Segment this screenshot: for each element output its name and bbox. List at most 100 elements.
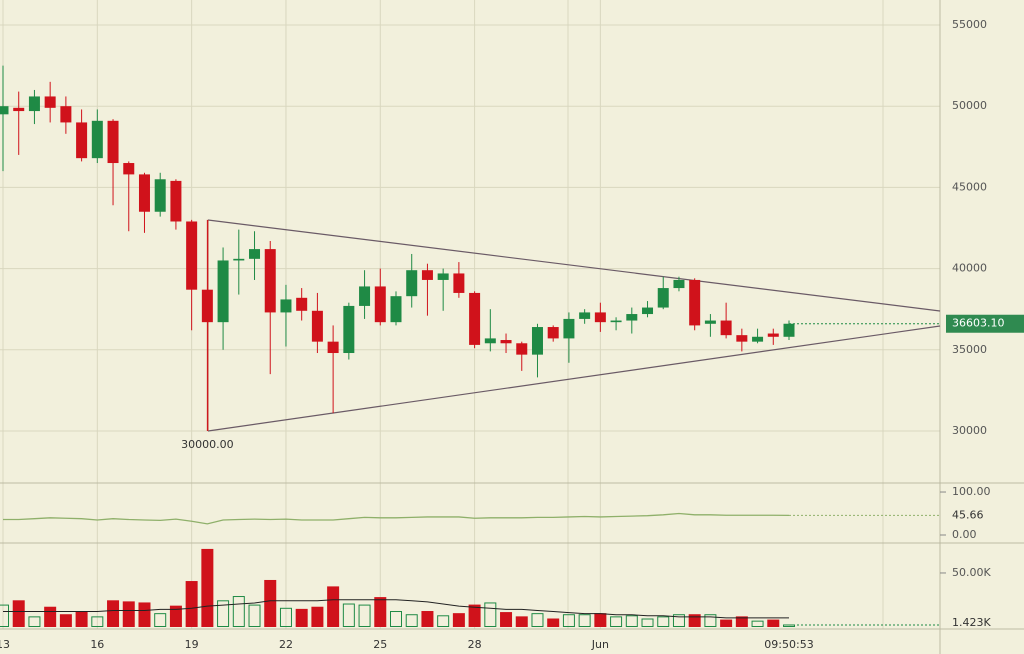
volume-bar <box>91 616 104 627</box>
trendline <box>207 219 941 312</box>
y-tick-label: 45000 <box>952 180 987 193</box>
y-tick-label: 35000 <box>952 343 987 356</box>
volume-bar <box>657 616 670 627</box>
x-tick-label: 13 <box>0 638 10 651</box>
volume-bar <box>44 606 57 628</box>
candle-body <box>280 299 292 313</box>
candle-body <box>60 106 72 123</box>
volume-bar <box>12 600 25 628</box>
volume-bar <box>107 600 120 628</box>
volume-bar <box>374 597 387 627</box>
x-tick-label: 28 <box>468 638 482 651</box>
volume-bar <box>735 616 748 627</box>
candle-body <box>547 327 559 339</box>
candle-body <box>233 258 245 261</box>
candle-body <box>170 180 182 222</box>
candle-body <box>28 96 40 112</box>
volume-bar <box>421 611 434 628</box>
volume-bar <box>0 604 9 628</box>
candle-body <box>469 292 481 345</box>
candle-body <box>264 249 276 313</box>
volume-bar <box>751 620 764 627</box>
candle-body <box>311 310 323 342</box>
candle-body <box>201 289 213 323</box>
candle-body <box>123 163 135 175</box>
candle-body <box>563 318 575 339</box>
candle-body <box>44 96 56 108</box>
volume-bar <box>688 614 701 627</box>
candle-body <box>390 296 402 323</box>
y-tick-label: 100.00 <box>952 485 991 498</box>
volume-bar <box>154 613 167 627</box>
y-tick-label: 55000 <box>952 18 987 31</box>
volume-bar <box>311 606 324 628</box>
candle-body <box>594 312 606 323</box>
candle-body <box>689 279 701 326</box>
candle-body <box>531 327 543 355</box>
candle-body <box>186 221 198 290</box>
volume-bar <box>562 614 575 627</box>
volume-bar <box>185 581 198 628</box>
candle-body <box>91 120 103 159</box>
candle-body <box>217 260 229 323</box>
volume-bar <box>122 601 135 627</box>
candle-body <box>736 335 748 342</box>
x-tick-label: 16 <box>90 638 104 651</box>
trendline <box>207 325 941 432</box>
candle-body <box>343 305 355 354</box>
candle-body <box>642 307 654 315</box>
candle-body <box>13 107 25 112</box>
volume-bar <box>75 611 88 628</box>
candle-body <box>704 320 716 324</box>
low-annotation: 30000.00 <box>181 438 234 451</box>
candle-body <box>783 323 795 337</box>
candle-body <box>437 273 449 280</box>
y-tick-label: 30000 <box>952 424 987 437</box>
volume-bar <box>672 614 685 627</box>
volume-bar <box>547 618 560 628</box>
candle-body <box>296 297 308 311</box>
volume-bar <box>515 616 528 627</box>
volume-bar <box>500 612 513 628</box>
volume-bar <box>358 604 371 628</box>
candle-body <box>154 179 166 212</box>
rsi-line <box>3 512 790 525</box>
volume-bar <box>264 579 277 628</box>
candle-body <box>374 286 386 323</box>
volume-bar <box>720 619 733 628</box>
candle-body <box>610 320 622 323</box>
volume-bar <box>578 614 591 627</box>
x-tick-label: 09:50:53 <box>764 638 813 651</box>
candle-body <box>453 273 465 293</box>
candle-body <box>720 320 732 336</box>
volume-bar <box>767 619 780 628</box>
volume-bar <box>248 604 261 628</box>
x-tick-label: 19 <box>185 638 199 651</box>
volume-bar <box>484 602 497 627</box>
x-tick-label: Jun <box>591 638 609 651</box>
last-value-label: 1.423K <box>952 616 991 629</box>
volume-bar <box>452 613 465 627</box>
volume-bar <box>232 596 245 628</box>
candle-body <box>673 279 685 289</box>
volume-bar <box>28 616 41 627</box>
x-tick-label: 25 <box>373 638 387 651</box>
y-tick-label: 50000 <box>952 99 987 112</box>
last-price-label: 36603.10 <box>952 317 1005 330</box>
candle-body <box>752 336 764 342</box>
volume-bar <box>279 607 292 628</box>
candle-body <box>107 120 119 164</box>
candle-body <box>359 286 371 306</box>
volume-bar <box>610 616 623 627</box>
volume-bar <box>405 614 418 627</box>
last-price-box <box>946 314 1024 333</box>
volume-bar <box>641 618 654 628</box>
volume-bar <box>531 613 544 627</box>
volume-bar <box>594 613 607 627</box>
volume-ma-line <box>3 599 789 619</box>
volume-bar <box>201 548 214 628</box>
candle-body <box>0 106 9 115</box>
candle-body <box>249 249 261 259</box>
